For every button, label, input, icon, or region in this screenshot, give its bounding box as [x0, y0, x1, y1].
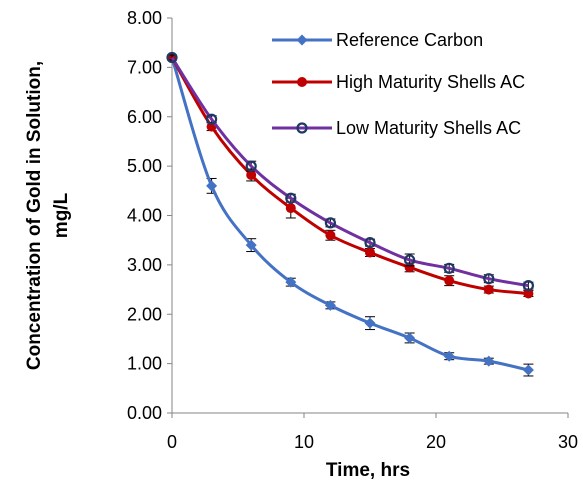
series-line: [170, 56, 529, 296]
series-0: [166, 52, 534, 377]
data-point: [246, 170, 257, 181]
series-2: [166, 51, 535, 292]
x-tick-label: 20: [426, 432, 446, 452]
legend-label: Reference Carbon: [336, 30, 483, 50]
data-point: [325, 230, 336, 241]
data-point: [404, 332, 416, 344]
data-point: [285, 192, 297, 204]
data-point: [206, 113, 218, 125]
y-tick-label: 6.00: [127, 107, 162, 127]
plot-area: [166, 51, 535, 377]
x-tick-label: 30: [558, 432, 578, 452]
data-point: [324, 299, 336, 311]
data-point: [365, 247, 375, 258]
y-tick-label: 4.00: [127, 206, 162, 226]
data-point: [443, 350, 455, 362]
data-point: [364, 317, 376, 329]
data-point: [404, 254, 416, 266]
y-tick-label: 1.00: [127, 354, 162, 374]
data-point: [523, 288, 534, 299]
legend-label: Low Maturity Shells AC: [336, 118, 521, 138]
x-axis-title: Time, hrs: [326, 460, 410, 481]
x-tick-label: 0: [167, 432, 177, 452]
data-point: [483, 284, 494, 295]
y-axis-title-line-1: Concentration of Gold in Solution,: [24, 61, 45, 370]
legend-item-1: High Maturity Shells AC: [272, 72, 525, 92]
legend-swatch-marker: [297, 77, 307, 87]
data-point: [285, 203, 296, 214]
y-tick-label: 3.00: [127, 255, 162, 275]
y-tick-label: 0.00: [127, 403, 162, 423]
y-tick-label: 7.00: [127, 57, 162, 77]
data-point: [285, 276, 297, 288]
legend-item-0: Reference Carbon: [272, 30, 483, 50]
y-axis-title-line-2: mg/L: [51, 192, 72, 238]
data-point: [444, 275, 455, 286]
data-point: [206, 180, 218, 192]
data-point: [443, 262, 455, 274]
axis-labels: Time, hrs Concentration of Gold in Soluti…: [24, 61, 410, 481]
data-point: [245, 160, 257, 172]
legend: Reference Carbon High Maturity Shells AC L…: [272, 30, 525, 138]
data-point: [522, 280, 535, 292]
legend-item-2: Low Maturity Shells AC: [272, 118, 521, 138]
legend-swatch-marker: [296, 122, 308, 134]
data-point: [522, 364, 534, 376]
x-tick-label: 10: [294, 432, 314, 452]
data-point: [166, 51, 178, 64]
data-point: [483, 273, 495, 285]
legend-swatch-marker: [296, 34, 308, 46]
series-line: [170, 57, 529, 372]
series-line: [170, 56, 529, 288]
axes: 0.00 1.00 2.00 3.00 4.00 5.00 6.00 7.00 8.00 0 10 2…: [127, 8, 578, 452]
y-tick-label: 8.00: [127, 8, 162, 28]
data-point: [483, 355, 495, 367]
y-tick-label: 5.00: [127, 156, 162, 176]
data-point: [364, 237, 376, 249]
data-point: [245, 239, 257, 251]
legend-label: High Maturity Shells AC: [336, 72, 525, 92]
data-point: [324, 217, 336, 229]
y-tick-label: 2.00: [127, 304, 162, 324]
